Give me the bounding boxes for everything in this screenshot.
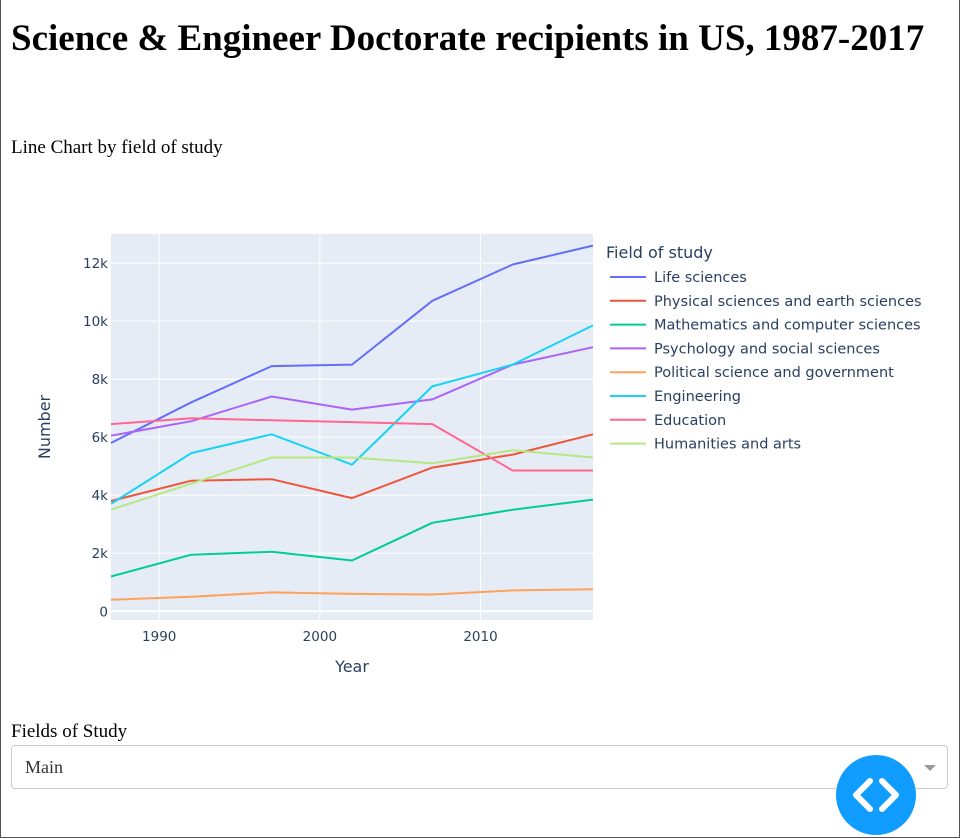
series-line-7[interactable] [110, 417, 593, 472]
series-line-8[interactable] [110, 449, 594, 511]
y-tick-label: 0 [99, 604, 108, 620]
page-title: Science & Engineer Doctorate recipients … [11, 18, 925, 59]
fields-of-study-dropdown[interactable]: Main [11, 745, 948, 789]
legend-item-label[interactable]: Engineering [654, 389, 741, 405]
code-toggle-button[interactable] [836, 755, 916, 835]
legend-item-label[interactable]: Humanities and arts [654, 437, 801, 453]
y-tick-label: 2k [92, 546, 109, 562]
legend-title: Field of study [606, 243, 713, 262]
x-tick-label: 2010 [463, 629, 497, 645]
dropdown-label: Fields of Study [11, 721, 128, 742]
x-axis-title: Year [334, 657, 369, 676]
y-tick-label: 6k [92, 430, 109, 446]
legend-item-label[interactable]: Education [654, 413, 726, 429]
x-tick-label: 1990 [142, 629, 176, 645]
series-line-1[interactable] [110, 244, 594, 444]
series-line-5[interactable] [110, 588, 594, 601]
y-tick-label: 4k [92, 488, 109, 504]
y-tick-label: 10k [83, 314, 108, 330]
page-subtitle: Line Chart by field of study [11, 137, 223, 158]
plot-area[interactable] [111, 234, 593, 620]
y-axis-title: Number [35, 394, 54, 459]
dropdown-selected-value: Main [25, 757, 63, 777]
y-tick-label: 8k [92, 372, 109, 388]
x-tick-label: 2000 [303, 629, 337, 645]
legend-item-label[interactable]: Physical sciences and earth sciences [654, 294, 922, 310]
line-chart[interactable]: 0 2k 4k 6k 8k 10k 12k 1990 2000 2010 Year Number Fie… [0, 225, 960, 690]
legend-item-label[interactable]: Life sciences [654, 270, 747, 286]
y-tick-label: 12k [83, 256, 108, 272]
code-icon [853, 778, 899, 812]
legend-item-label[interactable]: Mathematics and computer sciences [654, 318, 921, 334]
legend-item-label[interactable]: Political science and government [654, 365, 894, 381]
chevron-down-icon[interactable] [924, 765, 936, 771]
series-line-3[interactable] [110, 498, 594, 578]
series-line-6[interactable] [110, 324, 594, 505]
legend-item-label[interactable]: Psychology and social sciences [654, 341, 880, 357]
series-line-2[interactable] [110, 433, 594, 502]
